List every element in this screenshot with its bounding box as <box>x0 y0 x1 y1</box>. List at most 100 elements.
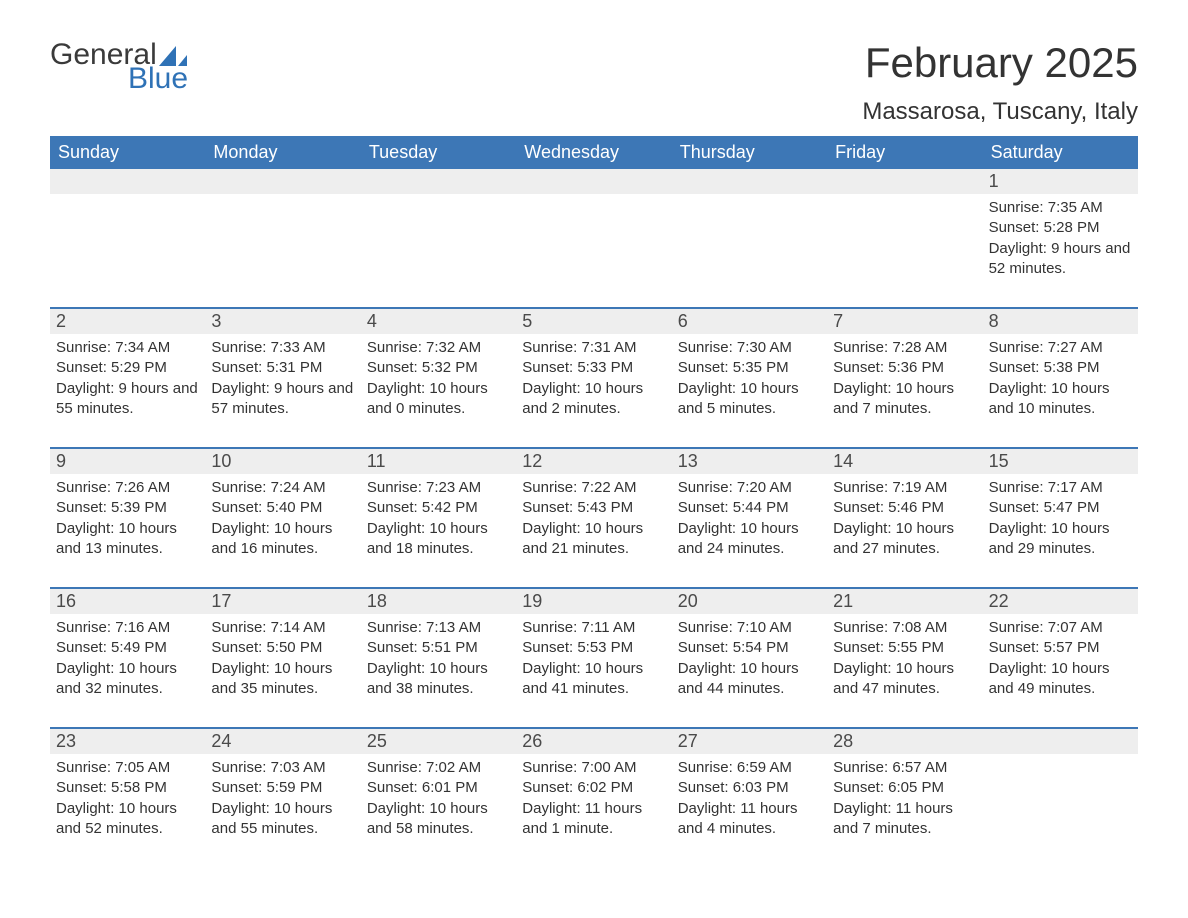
day-number: 12 <box>516 449 671 474</box>
sunset-text: Sunset: 5:57 PM <box>989 638 1132 658</box>
day-number <box>983 729 1138 754</box>
logo: General Blue <box>50 40 188 94</box>
dow-monday: Monday <box>205 136 360 169</box>
day-cell: 12Sunrise: 7:22 AMSunset: 5:43 PMDayligh… <box>516 449 671 569</box>
sunset-text: Sunset: 5:44 PM <box>678 498 821 518</box>
day-details: Sunrise: 7:07 AMSunset: 5:57 PMDaylight:… <box>989 618 1132 699</box>
sunset-text: Sunset: 6:03 PM <box>678 778 821 798</box>
day-number: 21 <box>827 589 982 614</box>
day-number: 2 <box>50 309 205 334</box>
sunset-text: Sunset: 5:31 PM <box>211 358 354 378</box>
sunset-text: Sunset: 5:46 PM <box>833 498 976 518</box>
title-block: February 2025 Massarosa, Tuscany, Italy <box>862 40 1138 126</box>
day-cell <box>361 169 516 289</box>
daylight-text: Daylight: 10 hours and 47 minutes. <box>833 659 976 700</box>
daylight-text: Daylight: 11 hours and 4 minutes. <box>678 799 821 840</box>
sunrise-text: Sunrise: 7:24 AM <box>211 478 354 498</box>
day-cell: 4Sunrise: 7:32 AMSunset: 5:32 PMDaylight… <box>361 309 516 429</box>
daylight-text: Daylight: 10 hours and 44 minutes. <box>678 659 821 700</box>
sunset-text: Sunset: 5:32 PM <box>367 358 510 378</box>
day-cell: 2 Sunrise: 7:34 AMSunset: 5:29 PMDaylight… <box>50 309 205 429</box>
day-cell: 6Sunrise: 7:30 AMSunset: 5:35 PMDaylight… <box>672 309 827 429</box>
day-cell <box>983 729 1138 849</box>
sunrise-text: Sunrise: 7:10 AM <box>678 618 821 638</box>
sunrise-text: Sunrise: 7:02 AM <box>367 758 510 778</box>
dow-saturday: Saturday <box>983 136 1138 169</box>
day-number: 25 <box>361 729 516 754</box>
daylight-text: Daylight: 10 hours and 32 minutes. <box>56 659 199 700</box>
sunrise-text: Sunrise: 7:28 AM <box>833 338 976 358</box>
day-number: 1 <box>983 169 1138 194</box>
day-number: 6 <box>672 309 827 334</box>
dow-friday: Friday <box>827 136 982 169</box>
sunset-text: Sunset: 5:55 PM <box>833 638 976 658</box>
day-number: 19 <box>516 589 671 614</box>
day-cell <box>827 169 982 289</box>
sunset-text: Sunset: 5:36 PM <box>833 358 976 378</box>
day-number: 13 <box>672 449 827 474</box>
daylight-text: Daylight: 10 hours and 7 minutes. <box>833 379 976 420</box>
calendar-week: 1 Sunrise: 7:35 AMSunset: 5:28 PMDaylight… <box>50 169 1138 289</box>
dow-tuesday: Tuesday <box>361 136 516 169</box>
sunset-text: Sunset: 5:51 PM <box>367 638 510 658</box>
day-details: Sunrise: 7:08 AMSunset: 5:55 PMDaylight:… <box>833 618 976 699</box>
page: General Blue February 2025 Massarosa, Tu… <box>0 0 1188 899</box>
daylight-text: Daylight: 10 hours and 0 minutes. <box>367 379 510 420</box>
sunrise-text: Sunrise: 7:23 AM <box>367 478 510 498</box>
day-cell: 20 Sunrise: 7:10 AMSunset: 5:54 PMDayligh… <box>672 589 827 709</box>
daylight-text: Daylight: 10 hours and 55 minutes. <box>211 799 354 840</box>
sunrise-text: Sunrise: 7:20 AM <box>678 478 821 498</box>
day-details: Sunrise: 7:35 AMSunset: 5:28 PMDaylight:… <box>989 198 1132 279</box>
day-details: Sunrise: 7:05 AMSunset: 5:58 PMDaylight:… <box>56 758 199 839</box>
day-details: Sunrise: 7:31 AMSunset: 5:33 PMDaylight:… <box>522 338 665 419</box>
day-cell: 5Sunrise: 7:31 AMSunset: 5:33 PMDaylight… <box>516 309 671 429</box>
dow-wednesday: Wednesday <box>516 136 671 169</box>
sunrise-text: Sunrise: 7:34 AM <box>56 338 199 358</box>
day-details: Sunrise: 7:10 AMSunset: 5:54 PMDaylight:… <box>678 618 821 699</box>
day-details: Sunrise: 7:34 AMSunset: 5:29 PMDaylight:… <box>56 338 199 419</box>
day-cell: 16Sunrise: 7:16 AMSunset: 5:49 PMDayligh… <box>50 589 205 709</box>
day-number <box>672 169 827 194</box>
day-number <box>361 169 516 194</box>
daylight-text: Daylight: 10 hours and 35 minutes. <box>211 659 354 700</box>
sunrise-text: Sunrise: 7:26 AM <box>56 478 199 498</box>
daylight-text: Daylight: 10 hours and 5 minutes. <box>678 379 821 420</box>
day-cell: 1 Sunrise: 7:35 AMSunset: 5:28 PMDaylight… <box>983 169 1138 289</box>
sunrise-text: Sunrise: 6:59 AM <box>678 758 821 778</box>
day-cell: 9Sunrise: 7:26 AMSunset: 5:39 PMDaylight… <box>50 449 205 569</box>
sunrise-text: Sunrise: 7:31 AM <box>522 338 665 358</box>
daylight-text: Daylight: 10 hours and 58 minutes. <box>367 799 510 840</box>
sunset-text: Sunset: 5:47 PM <box>989 498 1132 518</box>
daylight-text: Daylight: 10 hours and 13 minutes. <box>56 519 199 560</box>
day-details: Sunrise: 7:32 AMSunset: 5:32 PMDaylight:… <box>367 338 510 419</box>
daylight-text: Daylight: 9 hours and 55 minutes. <box>56 379 199 420</box>
sunset-text: Sunset: 5:58 PM <box>56 778 199 798</box>
sunset-text: Sunset: 5:29 PM <box>56 358 199 378</box>
logo-word-blue: Blue <box>50 64 188 94</box>
day-details: Sunrise: 7:24 AMSunset: 5:40 PMDaylight:… <box>211 478 354 559</box>
day-number: 15 <box>983 449 1138 474</box>
sunset-text: Sunset: 6:05 PM <box>833 778 976 798</box>
day-number: 8 <box>983 309 1138 334</box>
day-number: 20 <box>672 589 827 614</box>
sunset-text: Sunset: 6:02 PM <box>522 778 665 798</box>
calendar-week: 9Sunrise: 7:26 AMSunset: 5:39 PMDaylight… <box>50 447 1138 569</box>
day-details: Sunrise: 7:13 AMSunset: 5:51 PMDaylight:… <box>367 618 510 699</box>
day-number <box>827 169 982 194</box>
sunset-text: Sunset: 5:42 PM <box>367 498 510 518</box>
day-number: 7 <box>827 309 982 334</box>
daylight-text: Daylight: 10 hours and 38 minutes. <box>367 659 510 700</box>
day-cell: 26Sunrise: 7:00 AMSunset: 6:02 PMDayligh… <box>516 729 671 849</box>
day-number: 24 <box>205 729 360 754</box>
day-number: 18 <box>361 589 516 614</box>
daylight-text: Daylight: 10 hours and 18 minutes. <box>367 519 510 560</box>
daylight-text: Daylight: 10 hours and 49 minutes. <box>989 659 1132 700</box>
sunset-text: Sunset: 5:35 PM <box>678 358 821 378</box>
sunrise-text: Sunrise: 7:07 AM <box>989 618 1132 638</box>
day-cell: 22Sunrise: 7:07 AMSunset: 5:57 PMDayligh… <box>983 589 1138 709</box>
sunrise-text: Sunrise: 7:05 AM <box>56 758 199 778</box>
day-number: 10 <box>205 449 360 474</box>
daylight-text: Daylight: 9 hours and 52 minutes. <box>989 239 1132 280</box>
day-cell: 21 Sunrise: 7:08 AMSunset: 5:55 PMDayligh… <box>827 589 982 709</box>
day-number: 16 <box>50 589 205 614</box>
